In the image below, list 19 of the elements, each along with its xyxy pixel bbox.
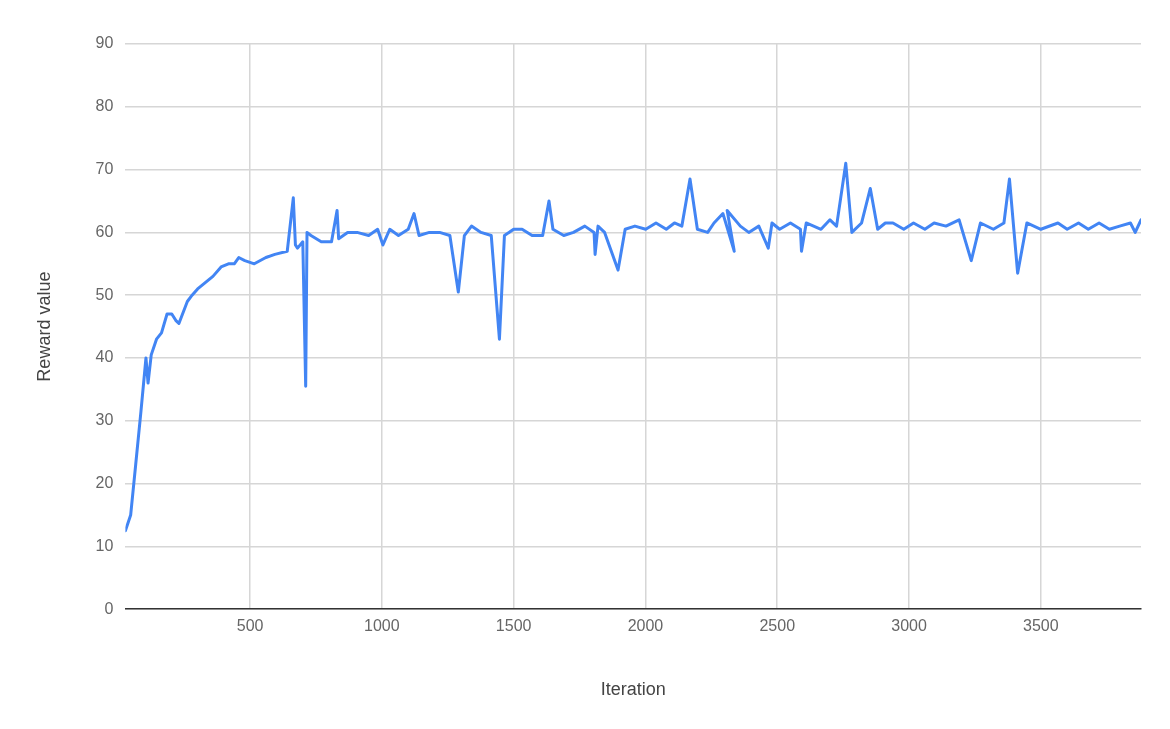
- y-tick-label: 70: [95, 160, 114, 178]
- x-axis-title: Iteration: [600, 679, 666, 700]
- x-tick-label: 3500: [1023, 617, 1059, 635]
- y-tick-label: 90: [95, 34, 114, 52]
- y-tick-label: 80: [95, 97, 114, 115]
- y-tick-label: 20: [95, 474, 114, 492]
- y-tick-label: 40: [95, 348, 114, 366]
- y-axis-title: Reward value: [33, 271, 54, 382]
- y-tick-label: 30: [95, 411, 114, 429]
- x-tick-label: 2000: [627, 617, 664, 635]
- x-tick-label: 1500: [495, 617, 532, 635]
- y-tick-label: 50: [95, 285, 114, 303]
- y-tick-label: 0: [104, 599, 114, 617]
- y-tick-label: 60: [95, 222, 114, 240]
- x-tick-label: 2500: [759, 617, 796, 635]
- y-tick-label: 10: [95, 536, 114, 554]
- x-tick-label: 1000: [364, 617, 400, 635]
- x-tick-label: 3000: [891, 617, 927, 635]
- x-tick-label: 500: [236, 617, 264, 635]
